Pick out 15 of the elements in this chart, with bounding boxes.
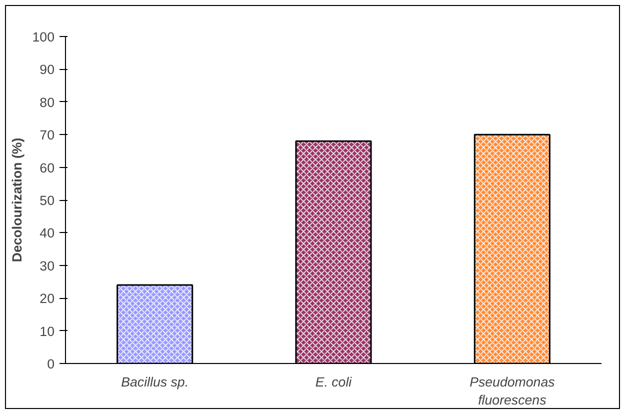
- x-tick-label: Pseudomonas fluorescens: [470, 374, 556, 408]
- y-tick-label: 90: [40, 62, 55, 78]
- y-axis-title: Decolourization (%): [9, 138, 24, 262]
- y-tick-label: 100: [32, 30, 55, 44]
- y-tick-label: 80: [40, 94, 55, 110]
- x-tick-label: E. coli: [315, 374, 353, 390]
- y-tick-label: 20: [40, 291, 55, 306]
- x-tick-label: Bacillus sp.: [121, 374, 189, 390]
- y-tick-label: 50: [40, 193, 55, 208]
- y-tick-label: 40: [40, 226, 55, 241]
- y-tick-label: 70: [40, 128, 55, 143]
- y-tick-label: 60: [40, 160, 55, 176]
- y-tick-label: 0: [47, 356, 55, 372]
- y-tick-label: 10: [40, 324, 55, 339]
- y-tick-label: 30: [40, 258, 55, 274]
